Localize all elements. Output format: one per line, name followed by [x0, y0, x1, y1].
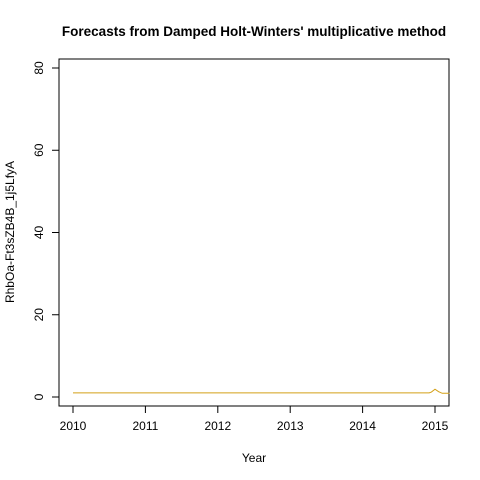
y-tick-label: 80: [32, 61, 46, 75]
y-tick-label: 60: [32, 143, 46, 157]
y-axis-label: RhbOa-Ft3sZB4B_1j5LfyA: [3, 161, 17, 303]
x-tick-label: 2012: [204, 419, 231, 433]
x-axis: 2010 2011 2012 2013 2014 2015: [60, 405, 449, 433]
x-axis-label: Year: [242, 451, 266, 465]
y-tick-label: 0: [32, 393, 46, 400]
x-tick-label: 2015: [422, 419, 449, 433]
series-layer: [73, 388, 450, 394]
x-tick-label: 2014: [349, 419, 376, 433]
series-line: [73, 388, 450, 394]
x-tick-label: 2011: [132, 419, 158, 433]
chart-title: Forecasts from Damped Holt-Winters' mult…: [62, 24, 446, 39]
y-axis: 0 20 40 60 80: [32, 61, 60, 400]
y-tick-label: 20: [32, 308, 46, 322]
y-tick-label: 40: [32, 226, 46, 240]
x-tick-label: 2013: [277, 419, 304, 433]
plot-frame: [58, 58, 450, 407]
x-tick-label: 2010: [60, 419, 87, 433]
